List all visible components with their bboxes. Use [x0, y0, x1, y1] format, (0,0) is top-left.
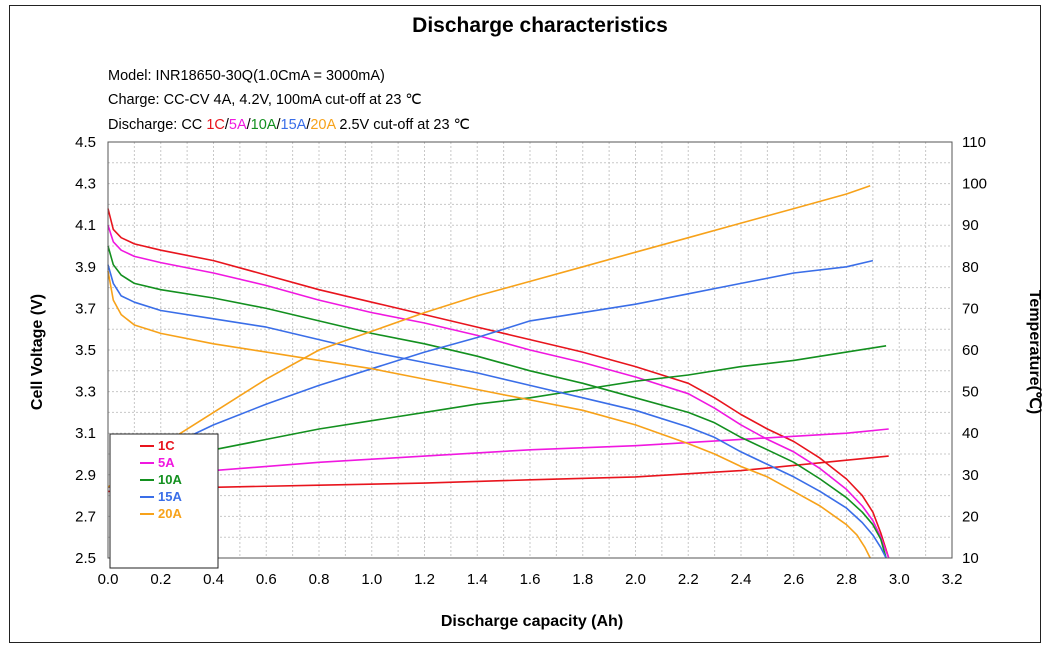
y-tick-label: 3.7: [75, 300, 96, 317]
legend: 1C 5A 10A 15A 20A: [109, 433, 219, 569]
temperature-curve-15a: [107, 259, 874, 488]
rate-label: 5A: [229, 117, 247, 133]
y2-tick-label: 50: [962, 384, 979, 401]
x-tick-labels: 0.0 0.2 0.4 0.6 0.8 1.0 1.2 1.4 1.6 1.8 2.0 2.2 2.4 2…: [98, 571, 963, 588]
x-tick-label: 1.4: [467, 571, 488, 588]
x-axis-label: Discharge capacity (Ah): [441, 613, 623, 630]
legend-label: 1C: [158, 438, 175, 453]
chart-title: Discharge characteristics: [412, 14, 668, 37]
y-tick-label: 2.5: [75, 550, 96, 567]
x-tick-label: 1.2: [414, 571, 435, 588]
x-tick-label: 3.0: [889, 571, 910, 588]
y-tick-label: 2.9: [75, 467, 96, 484]
legend-label: 20A: [158, 506, 182, 521]
y-tick-labels: 2.5 2.7 2.9 3.1 3.3 3.5 3.7 3.9 4.1 4.3 4.5: [75, 134, 96, 567]
charge-info: Charge: CC-CV 4A, 4.2V, 100mA cut-off at…: [108, 92, 422, 108]
y2-tick-label: 90: [962, 217, 979, 234]
rate-separator: /: [306, 117, 311, 133]
x-tick-label: 3.2: [942, 571, 963, 588]
x-tick-label: 2.0: [625, 571, 646, 588]
y-tick-label: 3.9: [75, 259, 96, 276]
y2-tick-label: 20: [962, 508, 979, 525]
x-tick-label: 2.6: [783, 571, 804, 588]
rate-label: 15A: [281, 117, 307, 133]
discharge-suffix: 2.5V cut-off at 23 ℃: [335, 117, 470, 133]
x-tick-label: 2.8: [836, 571, 857, 588]
y2-tick-label: 100: [962, 176, 987, 193]
temperature-curve-10a: [107, 345, 887, 489]
y-tick-label: 2.7: [75, 508, 96, 525]
y2-tick-labels: 10 20 30 40 50 60 70 80 90 100 110: [962, 134, 987, 567]
y2-tick-label: 110: [962, 134, 986, 151]
x-tick-label: 0.2: [150, 571, 171, 588]
y2-tick-label: 80: [962, 259, 979, 276]
x-tick-label: 2.4: [731, 571, 752, 588]
rate-label: 20A: [310, 117, 336, 133]
legend-label: 10A: [158, 472, 182, 487]
rate-separator: /: [276, 117, 281, 133]
voltage-curve-15a: [107, 264, 887, 559]
rate-label: 10A: [251, 117, 277, 133]
y-tick-label: 4.1: [75, 217, 96, 234]
y2-tick-label: 40: [962, 425, 979, 442]
rate-separator: /: [247, 117, 252, 133]
model-info: Model: INR18650-30Q(1.0CmA = 3000mA): [108, 68, 385, 84]
rate-separator: /: [225, 117, 230, 133]
x-tick-label: 0.6: [256, 571, 277, 588]
x-tick-label: 0.4: [203, 571, 224, 588]
legend-box: [109, 433, 219, 569]
y2-axis-label: Temperature(℃): [1026, 290, 1043, 414]
x-tick-label: 2.2: [678, 571, 699, 588]
temperature-curve-20a: [107, 184, 871, 488]
y-axis-label: Cell Voltage (V): [29, 294, 46, 410]
discharge-prefix: Discharge: CC: [108, 117, 206, 133]
y-tick-label: 3.3: [75, 384, 96, 401]
voltage-curve-20a: [107, 270, 871, 559]
y-tick-label: 4.5: [75, 134, 96, 151]
y2-tick-label: 10: [962, 550, 979, 567]
plot-border: [107, 141, 953, 559]
y2-tick-label: 70: [962, 300, 979, 317]
y2-tick-label: 60: [962, 342, 979, 359]
x-tick-label: 1.8: [572, 571, 593, 588]
discharge-info: Discharge: CC 1C/5A/10A/15A/20A 2.5V cut…: [108, 117, 470, 133]
x-tick-label: 1.6: [520, 571, 541, 588]
y-tick-label: 3.1: [75, 425, 96, 442]
legend-label: 15A: [158, 489, 182, 504]
legend-label: 5A: [158, 455, 175, 470]
x-tick-label: 0.0: [98, 571, 119, 588]
y2-tick-label: 30: [962, 467, 979, 484]
x-tick-label: 0.8: [309, 571, 330, 588]
axes: [107, 141, 953, 559]
rate-label: 1C: [206, 117, 225, 133]
voltage-curve-5a: [107, 224, 890, 559]
y-tick-label: 4.3: [75, 176, 96, 193]
voltage-curve-1c: [107, 208, 890, 559]
test-info-block: Model: INR18650-30Q(1.0CmA = 3000mA) Cha…: [108, 68, 470, 133]
y-tick-label: 3.5: [75, 342, 96, 359]
voltage-curve-10a: [107, 245, 887, 559]
x-tick-label: 1.0: [361, 571, 382, 588]
